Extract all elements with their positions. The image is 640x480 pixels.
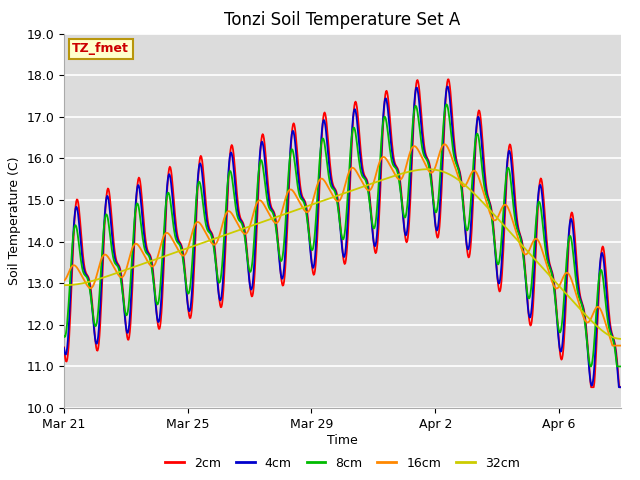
16cm: [80, 277, 88, 283]
32cm: [511, 234, 518, 240]
16cm: [263, 206, 271, 212]
8cm: [617, 363, 625, 369]
8cm: [263, 193, 271, 199]
32cm: [263, 217, 271, 223]
Line: 2cm: 2cm: [64, 79, 621, 387]
2cm: [60, 344, 68, 350]
2cm: [292, 138, 300, 144]
4cm: [60, 345, 68, 351]
4cm: [615, 384, 623, 390]
16cm: [441, 142, 449, 147]
Legend: 2cm, 4cm, 8cm, 16cm, 32cm: 2cm, 4cm, 8cm, 16cm, 32cm: [160, 452, 525, 475]
4cm: [263, 177, 271, 183]
4cm: [511, 196, 518, 202]
2cm: [588, 384, 595, 390]
Y-axis label: Soil Temperature (C): Soil Temperature (C): [8, 156, 21, 285]
4cm: [444, 84, 451, 89]
4cm: [376, 188, 383, 193]
8cm: [511, 211, 518, 217]
8cm: [613, 363, 621, 369]
32cm: [80, 280, 88, 286]
16cm: [511, 223, 518, 229]
Line: 32cm: 32cm: [64, 169, 621, 339]
2cm: [445, 76, 452, 82]
8cm: [191, 215, 199, 220]
Title: Tonzi Soil Temperature Set A: Tonzi Soil Temperature Set A: [224, 11, 461, 29]
2cm: [80, 261, 88, 267]
2cm: [617, 384, 625, 390]
32cm: [292, 207, 300, 213]
2cm: [511, 184, 518, 190]
32cm: [617, 336, 625, 342]
32cm: [424, 167, 432, 172]
X-axis label: Time: Time: [327, 433, 358, 446]
2cm: [376, 206, 383, 212]
16cm: [191, 222, 199, 228]
32cm: [60, 282, 68, 288]
4cm: [292, 152, 300, 157]
16cm: [609, 343, 616, 348]
Line: 16cm: 16cm: [64, 144, 621, 346]
8cm: [376, 167, 383, 173]
32cm: [191, 243, 199, 249]
Text: TZ_fmet: TZ_fmet: [72, 42, 129, 55]
16cm: [292, 193, 300, 199]
4cm: [617, 384, 625, 390]
8cm: [443, 101, 451, 107]
16cm: [60, 277, 68, 283]
8cm: [292, 172, 300, 178]
Line: 4cm: 4cm: [64, 86, 621, 387]
8cm: [80, 271, 88, 277]
16cm: [376, 159, 383, 165]
16cm: [617, 343, 625, 348]
8cm: [60, 334, 68, 339]
32cm: [376, 178, 383, 184]
4cm: [191, 229, 199, 235]
4cm: [80, 266, 88, 272]
2cm: [191, 246, 199, 252]
2cm: [263, 164, 271, 170]
Line: 8cm: 8cm: [64, 104, 621, 366]
